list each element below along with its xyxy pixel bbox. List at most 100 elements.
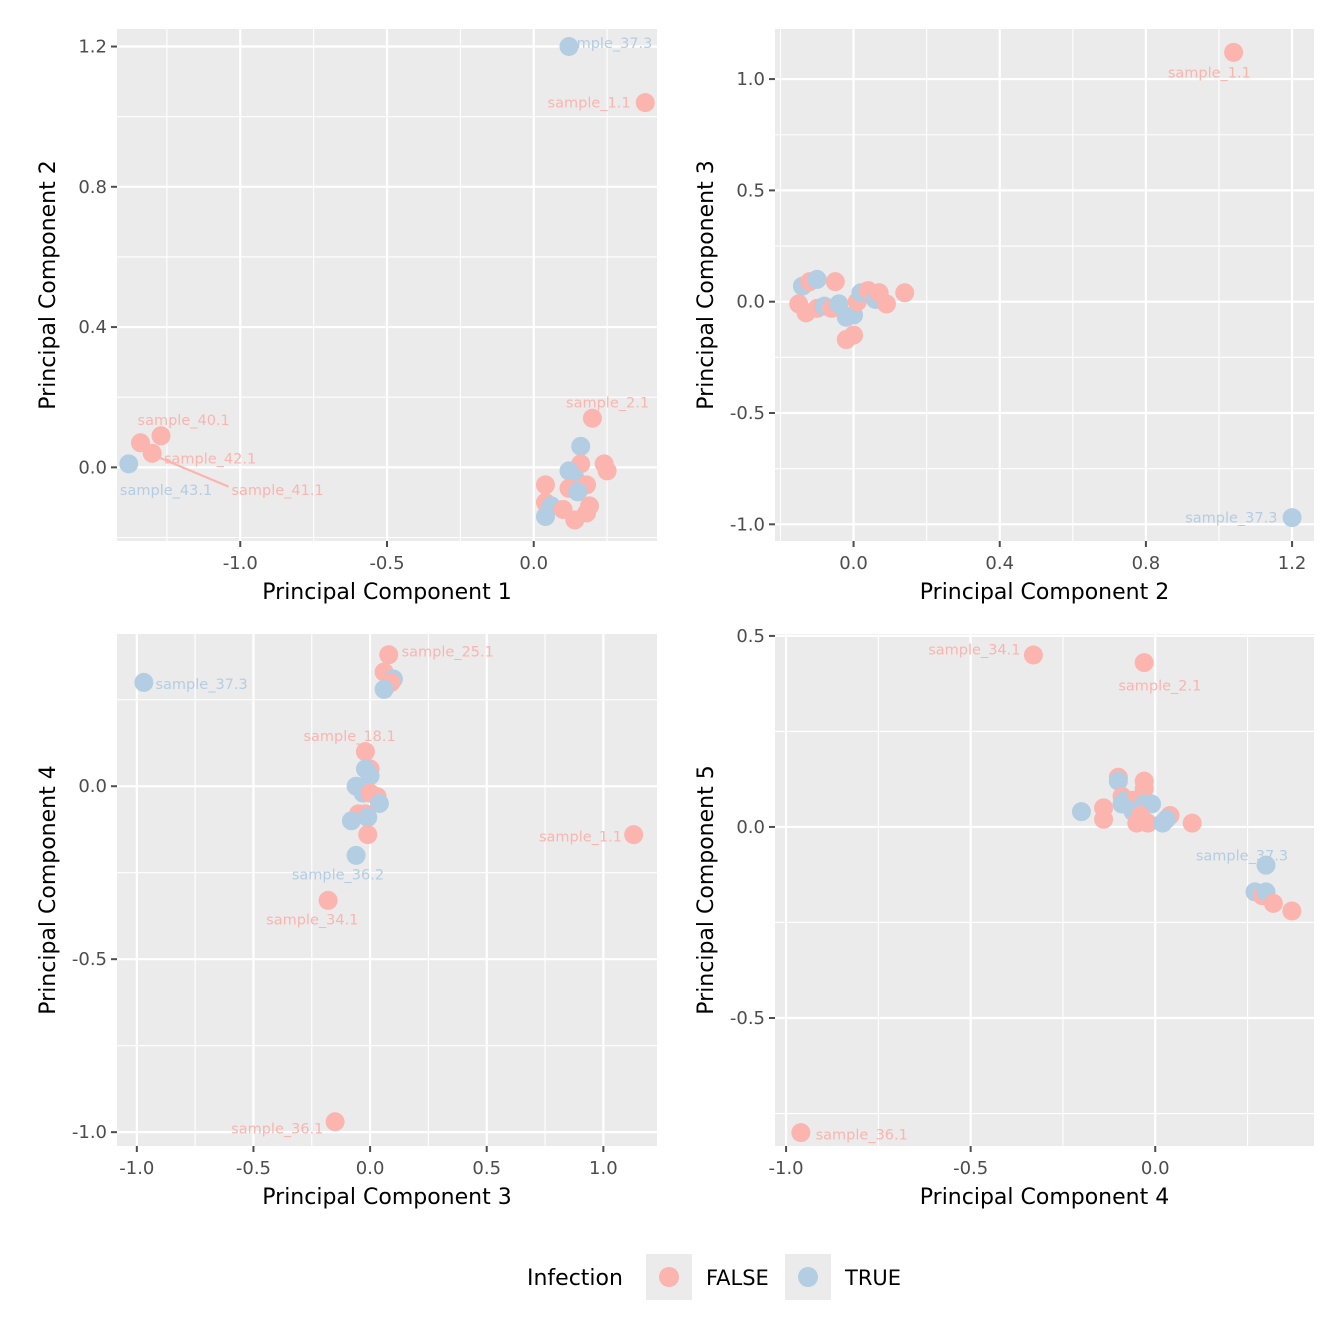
point-infection-true [1153,813,1173,833]
y-tick-label: 0.0 [78,776,107,797]
point-infection-true [374,679,394,699]
point-label: sample_36.1 [231,1122,323,1138]
scatter-panel-pc4-vs-pc5: sample_34.1 sample_2.1 sample_37.3 sample_3… [694,626,1314,1210]
point-infection-false [1134,653,1154,673]
point-infection-true [346,845,366,865]
y-tick-label: 0.0 [736,292,765,313]
legend-dot-true [798,1267,818,1287]
point-infection-true [134,672,154,692]
y-tick-label: 0.5 [736,626,765,647]
y-tick-label: -1.0 [72,1122,107,1143]
y-tick-label: 0.5 [736,180,765,201]
x-tick-label: -0.5 [236,1158,271,1179]
x-tick-label: -1.0 [223,553,258,574]
point-infection-false [1094,809,1114,829]
axes: -1.0 -0.5 0.0 0.5 1.0 -1.0 -0.5 0.0 [72,776,618,1179]
y-tick-label: 0.4 [78,317,107,338]
point-infection-false [1282,901,1302,921]
point-label: sample_1.1 [539,829,622,845]
panel-background [117,634,657,1146]
point-infection-true [568,482,588,502]
point-label: sample_40.1 [138,413,230,429]
point-infection-false [1138,813,1158,833]
x-tick-label: 0.0 [356,1158,385,1179]
x-axis-title: Principal Component 1 [262,580,511,605]
y-tick-label: -0.5 [730,403,765,424]
x-axis-title: Principal Component 2 [920,580,1169,605]
legend-dot-false [659,1267,679,1287]
point-label: sample_37.3 [560,36,652,52]
x-tick-label: 1.2 [1278,553,1307,574]
point-infection-false [1023,645,1043,665]
point-infection-false [565,510,585,530]
data-points [791,645,1302,1143]
point-infection-true [341,811,361,831]
legend-title: Infection [527,1266,623,1291]
point-infection-true [1256,855,1276,875]
point-labels: sample_37.3 sample_1.1 sample_2.1 sample_40… [120,36,652,499]
point-label: sample_2.1 [566,395,649,411]
point-label: sample_43.1 [120,483,212,499]
legend: Infection FALSE TRUE [527,1254,901,1300]
x-tick-label: -0.5 [953,1158,988,1179]
point-labels: sample_34.1 sample_2.1 sample_37.3 sample_3… [816,642,1289,1143]
y-tick-label: -0.5 [72,949,107,970]
point-label: sample_37.3 [155,677,247,693]
panel-background [775,634,1314,1146]
point-infection-false [825,272,845,292]
data-points [119,37,655,530]
y-tick-label: 1.2 [78,37,107,58]
point-infection-false [1263,893,1283,913]
point-infection-false [318,890,338,910]
y-tick-label: 0.0 [736,817,765,838]
point-infection-false [1224,42,1244,62]
point-infection-false [895,283,915,303]
legend-label-false: FALSE [706,1266,769,1290]
point-infection-true [1071,802,1091,822]
point-infection-false [325,1112,345,1132]
point-infection-true [571,436,591,456]
point-infection-false [791,1123,811,1143]
data-points [134,645,644,1132]
point-label: sample_1.1 [1168,65,1251,81]
point-infection-true [1108,771,1128,791]
x-tick-label: 1.0 [589,1158,618,1179]
legend-item-true: TRUE [785,1254,901,1300]
point-infection-false [1182,813,1202,833]
point-infection-true [119,454,139,474]
point-label: sample_1.1 [548,96,631,112]
axes: 0.0 0.4 0.8 1.2 -1.0 -0.5 0.0 0.5 1.0 [730,69,1307,574]
point-infection-false [876,294,896,314]
axes: -1.0 -0.5 0.0 0.0 0.4 0.8 1.2 [78,37,548,574]
x-tick-label: 0.0 [839,553,868,574]
point-infection-false [836,330,856,350]
x-tick-label: -1.0 [119,1158,154,1179]
data-points [789,42,1302,528]
gridlines [117,29,657,541]
x-axis-title: Principal Component 4 [920,1185,1169,1210]
x-tick-label: -0.5 [369,553,404,574]
scatter-panel-pc1-vs-pc2: sample_37.3 sample_1.1 sample_2.1 sample_40… [36,29,657,605]
point-infection-false [358,825,378,845]
point-infection-false [582,408,602,428]
point-label: sample_34.1 [928,642,1020,658]
scatter-panel-pc2-vs-pc3: sample_1.1 sample_37.3 0.0 0.4 0.8 1.2 -1.0 -0… [694,29,1314,605]
point-infection-true [807,269,827,289]
point-infection-true [358,807,378,827]
x-tick-label: 0.4 [985,553,1014,574]
y-tick-label: -1.0 [730,514,765,535]
point-label: sample_18.1 [303,729,395,745]
point-infection-true [369,794,389,814]
y-tick-label: 0.0 [78,457,107,478]
point-label: sample_37.3 [1185,511,1277,527]
point-label: sample_34.1 [266,912,358,928]
point-infection-true [559,37,579,57]
point-infection-false [535,475,555,495]
point-label: sample_37.3 [1196,849,1288,865]
gridlines [117,634,657,1146]
axes: -1.0 -0.5 0.0 -0.5 0.0 0.5 [730,626,1170,1179]
point-label: sample_41.1 [231,483,323,499]
point-label: sample_2.1 [1118,679,1201,695]
point-label: sample_36.2 [292,867,384,883]
